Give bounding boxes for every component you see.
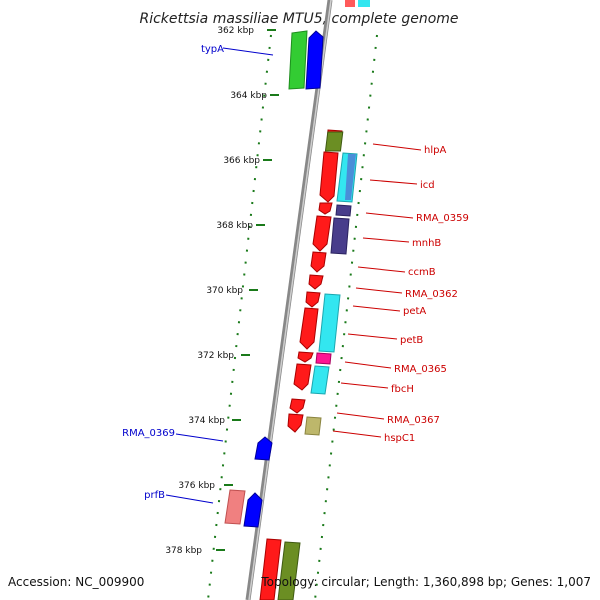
gene-label-hspC1: hspC1	[384, 433, 415, 444]
gene-RMA_0359-block	[335, 204, 352, 217]
gene-RMA_0365-arrow	[297, 351, 314, 363]
gene-hlpA-block	[324, 131, 344, 152]
gene-label-ccmB: ccmB	[408, 267, 436, 278]
callout-line-petA	[352, 305, 401, 312]
callout-line-typA	[222, 47, 274, 56]
gene-typA-block-blue	[305, 30, 324, 90]
gene-label-RMA_0359: RMA_0359	[416, 213, 469, 224]
gene-label-typA: typA	[201, 44, 224, 55]
gene-fbcH-block	[310, 365, 330, 395]
gene-label-RMA_0365: RMA_0365	[394, 364, 447, 375]
tick-label-374: 374 kbp	[188, 416, 225, 426]
tick-label-364: 364 kbp	[230, 91, 267, 101]
scale-ticks: 362 kbp 364 kbp 366 kbp 368 kbp 370 kbp …	[165, 26, 279, 556]
callout-line-prfB	[165, 494, 214, 504]
tick-label-370: 370 kbp	[206, 286, 243, 296]
gene-icd-block-blue	[345, 154, 356, 200]
gene-label-petA: petA	[403, 306, 426, 317]
gene-label-petB: petB	[400, 335, 423, 346]
gene-fbcH-arrow	[293, 363, 312, 391]
gene-label-RMA_0362: RMA_0362	[405, 289, 458, 300]
callout-line-petB	[347, 333, 398, 340]
gene-labels: typA hlpA icd RMA_0359 mnhB ccmB RMA_036…	[122, 44, 469, 504]
gene-label-hlpA: hlpA	[424, 145, 446, 156]
gene-petB-arrow	[299, 307, 319, 350]
tick-label-372: 372 kbp	[197, 351, 234, 361]
gene-label-fbcH: fbcH	[391, 384, 414, 395]
callout-line-RMA_0367	[336, 412, 385, 420]
map-title: Rickettsia massiliae MTU5, complete geno…	[139, 11, 458, 27]
gene-label-RMA_0369: RMA_0369	[122, 428, 175, 439]
gene-ccmB-arrow	[310, 251, 327, 273]
callout-line-icd	[369, 179, 418, 185]
tick-label-362: 362 kbp	[217, 26, 254, 36]
callout-line-RMA_0359	[365, 212, 414, 219]
gene-RMA_0367-arrow	[289, 398, 306, 414]
callout-line-fbcH	[340, 382, 389, 389]
gene-petB-block-cyan	[318, 293, 341, 353]
partial-feature-bottom-olive	[277, 541, 301, 600]
partial-feature-top-2	[358, 0, 370, 7]
gene-label-RMA_0367: RMA_0367	[387, 415, 440, 426]
gene-hspC1-arrow	[287, 413, 304, 433]
tick-label-368: 368 kbp	[216, 221, 253, 231]
gene-prfB-arrow	[243, 492, 263, 528]
callout-line-RMA_0362	[355, 287, 403, 294]
gene-features	[224, 30, 358, 600]
gene-typA-block-green	[288, 30, 308, 90]
gene-label-mnhB: mnhB	[412, 238, 441, 249]
partial-feature-top-1	[345, 0, 355, 7]
callout-line-RMA_0369	[175, 433, 224, 442]
gene-RMA_0362-arrow	[308, 274, 324, 290]
gene-RMA_0365-block	[315, 352, 332, 365]
gene-label-prfB: prfB	[144, 490, 165, 501]
gene-hspC1-block	[304, 416, 322, 436]
gene-RMA_0359-arrow	[318, 202, 333, 215]
tick-label-378: 378 kbp	[165, 546, 202, 556]
tick-label-376: 376 kbp	[178, 481, 215, 491]
callout-line-RMA_0365	[344, 361, 392, 369]
gene-prfB-block-pink	[224, 489, 246, 525]
gene-RMA_0369-arrow	[254, 436, 273, 461]
callout-line-ccmB	[357, 266, 406, 273]
callout-line-hspC1	[332, 430, 382, 438]
gene-icd-arrow	[319, 151, 339, 203]
callout-line-mnhB	[362, 237, 410, 243]
genome-backbone-highlight	[248, 0, 332, 600]
partial-feature-bottom-red	[259, 538, 282, 600]
callout-line-hlpA	[372, 143, 422, 151]
summary-text: Topology: circular; Length: 1,360,898 bp…	[260, 575, 591, 589]
accession-text: Accession: NC_009900	[8, 575, 144, 589]
gene-petA-arrow	[305, 291, 321, 308]
gene-mnhB-block	[330, 217, 350, 255]
gene-label-icd: icd	[420, 180, 435, 191]
gene-mnhB-arrow	[312, 215, 332, 252]
tick-label-366: 366 kbp	[223, 156, 260, 166]
